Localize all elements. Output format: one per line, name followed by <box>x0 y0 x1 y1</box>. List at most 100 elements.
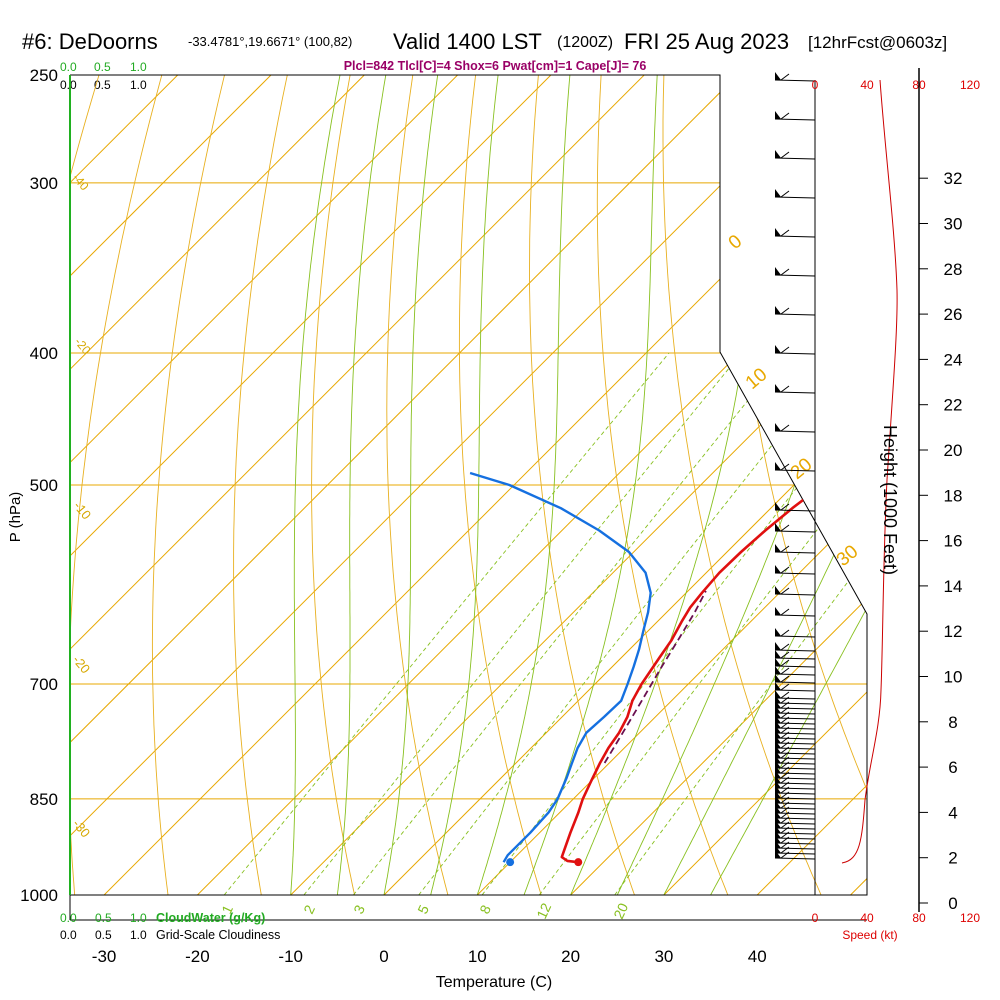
mixing-ratio-label-2: 2 <box>300 902 318 916</box>
cloudwater-scale-bottom-0: 0.0 <box>60 911 77 925</box>
wind-barb-shaft <box>774 593 816 596</box>
wind-barb-shaft <box>774 391 816 394</box>
cloudiness-scale-bottom-1: 0.5 <box>95 928 112 942</box>
wind-barb-feather <box>780 691 790 699</box>
isotherm--20 <box>197 75 867 895</box>
wind-barb-30 <box>774 720 816 730</box>
height-tick-12: 12 <box>944 622 963 641</box>
wind-barb-45 <box>774 795 816 805</box>
wind-barb-flag <box>775 674 781 682</box>
wind-barb-flag <box>775 228 781 236</box>
wind-barb-28 <box>774 710 816 720</box>
isotherm--90 <box>70 75 365 895</box>
wind-barb-flag <box>775 700 781 708</box>
dry-adiabat-240 <box>70 75 163 895</box>
wind-barb-48 <box>774 810 816 820</box>
height-tick-32: 32 <box>944 169 963 188</box>
surface-dewpoint-dot <box>506 858 515 867</box>
wind-barb-shaft <box>774 707 816 710</box>
dry-adiabat-290 <box>458 75 542 895</box>
wind-barb-shaft <box>774 822 816 825</box>
wind-barb-53 <box>774 835 816 845</box>
wind-barb-shaft <box>774 509 816 512</box>
cloudiness-legend: Grid-Scale Cloudiness <box>156 928 280 942</box>
pressure-tick-250: 250 <box>30 66 58 85</box>
wind-speed-profile <box>841 79 898 864</box>
height-tick-22: 22 <box>944 396 963 415</box>
wind-barb-shaft <box>774 614 816 617</box>
wind-barb-flag <box>775 565 781 573</box>
height-tick-28: 28 <box>944 260 963 279</box>
wind-barb-flag <box>775 715 781 723</box>
speed-tick-bottom-40: 40 <box>860 911 874 925</box>
dry-adiabat-320 <box>662 75 822 895</box>
wind-barb-flag <box>775 423 781 431</box>
moist-adiabat--5 <box>336 75 387 895</box>
wind-barb-flag <box>775 523 781 531</box>
height-tick-2: 2 <box>948 849 957 868</box>
parcel-profile-line <box>603 590 707 764</box>
wind-barb-shaft <box>774 665 816 668</box>
wind-barb-feather <box>780 781 790 789</box>
wind-barb-feather <box>780 643 790 651</box>
wind-barb-shaft <box>774 681 816 684</box>
adiabat-label-3: -10 <box>71 498 95 522</box>
dry-adiabat-310 <box>596 75 729 895</box>
wind-barb-shaft <box>774 722 816 725</box>
pressure-tick-700: 700 <box>30 675 58 694</box>
wind-barb-flag <box>775 795 781 803</box>
wind-barb-38 <box>774 760 816 770</box>
adiabat-label-5: -30 <box>70 816 94 840</box>
wind-barb-feather <box>780 701 790 709</box>
speed-tick-bottom-120: 120 <box>960 911 980 925</box>
wind-barb-shaft <box>774 842 816 845</box>
height-tick-30: 30 <box>944 215 963 234</box>
wind-barb-shaft <box>774 782 816 785</box>
wind-barb-shaft <box>774 802 816 805</box>
isotherm-label-30: 30 <box>833 541 863 571</box>
cloudwater-scale-top-1: 0.5 <box>94 60 111 74</box>
mixing-ratio-label-5: 5 <box>414 902 432 916</box>
wind-barb-feather <box>780 268 790 276</box>
wind-barb-3 <box>774 189 816 199</box>
wind-barb-flag <box>775 800 781 808</box>
wind-barb-shaft <box>774 689 816 692</box>
height-tick-26: 26 <box>944 305 963 324</box>
wind-barb-feather <box>780 112 790 120</box>
speed-tick-top-120: 120 <box>960 78 980 92</box>
wind-barb-flag <box>775 682 781 690</box>
sounding-data <box>469 75 867 867</box>
grid-labels: 0 10 20 30 -40 -20 -10 -20 -30 1 2 3 5 8… <box>70 171 863 921</box>
dewpoint-profile-line <box>469 471 652 863</box>
wind-barb-flag <box>775 810 781 818</box>
wind-barb-flag <box>775 345 781 353</box>
temperature-axis-label: Temperature (C) <box>436 974 552 991</box>
wind-barbs <box>774 72 816 860</box>
wind-barb-feather <box>780 683 790 691</box>
wind-barb-shaft <box>774 747 816 750</box>
wind-barb-feather <box>780 659 790 667</box>
dewpoint-upper-profile-line <box>749 75 867 194</box>
dry-adiabat-300 <box>529 75 635 895</box>
wind-barb-2 <box>774 150 816 160</box>
wind-barb-shaft <box>774 752 816 755</box>
wind-barb-flag <box>775 628 781 636</box>
wind-barb-flag <box>775 586 781 594</box>
wind-barb-10 <box>774 462 816 472</box>
mixing-ratio-label-8: 8 <box>476 902 494 916</box>
station-title: #6: DeDoorns <box>22 29 158 54</box>
adiabat-label-2: -20 <box>72 335 94 358</box>
wind-barb-feather <box>780 587 790 595</box>
wind-barb-33 <box>774 735 816 745</box>
wind-barb-0 <box>774 72 816 82</box>
wind-barb-feather <box>780 816 790 824</box>
wind-barb-shaft <box>774 857 816 860</box>
wind-barb-6 <box>774 306 816 316</box>
wind-barb-feather <box>780 831 790 839</box>
wind-barb-shaft <box>774 352 816 355</box>
wind-barb-shaft <box>774 852 816 855</box>
temperature-tick-30: 30 <box>654 947 673 966</box>
wind-barb-32 <box>774 730 816 740</box>
wind-barb-shaft <box>774 712 816 715</box>
mixing-ratio-line-8 <box>481 352 867 895</box>
